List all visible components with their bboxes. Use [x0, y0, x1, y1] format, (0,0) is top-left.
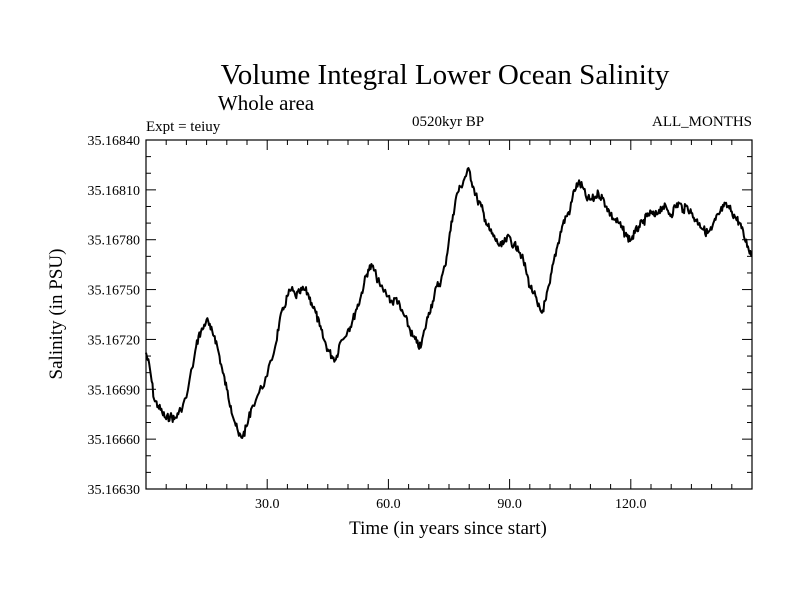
x-axis-tick-labels: 30.0 60.0 90.0 120.0	[255, 497, 647, 512]
x-tick-label: 120.0	[615, 497, 647, 512]
y-tick-label: 35.16750	[88, 284, 141, 299]
y-axis-label: Salinity (in PSU)	[46, 249, 67, 380]
y-tick-label: 35.16810	[88, 184, 141, 199]
x-tick-label: 30.0	[255, 497, 280, 512]
chart-subtitle: Whole area	[218, 91, 315, 115]
period-label: 0520kyr BP	[412, 114, 484, 130]
y-tick-label: 35.16780	[88, 234, 141, 249]
y-tick-label: 35.16690	[88, 383, 141, 398]
y-tick-label: 35.16630	[88, 483, 141, 498]
plot-frame	[145, 139, 753, 490]
x-axis-ticks	[165, 140, 733, 489]
y-axis-ticks	[146, 139, 752, 490]
experiment-label: Expt = teiuy	[146, 119, 221, 135]
y-axis-tick-labels: 35.16630 35.16660 35.16690 35.16720 35.16750…	[88, 134, 141, 498]
x-tick-label: 60.0	[376, 497, 401, 512]
x-axis-label: Time (in years since start)	[349, 518, 547, 539]
y-tick-label: 35.16660	[88, 433, 141, 448]
x-tick-label: 90.0	[497, 497, 522, 512]
chart-title: Volume Integral Lower Ocean Salinity	[221, 59, 670, 91]
salinity-series-line	[145, 167, 753, 439]
y-tick-label: 35.16720	[88, 333, 141, 348]
months-label: ALL_MONTHS	[652, 114, 752, 130]
y-tick-label: 35.16840	[88, 134, 141, 149]
